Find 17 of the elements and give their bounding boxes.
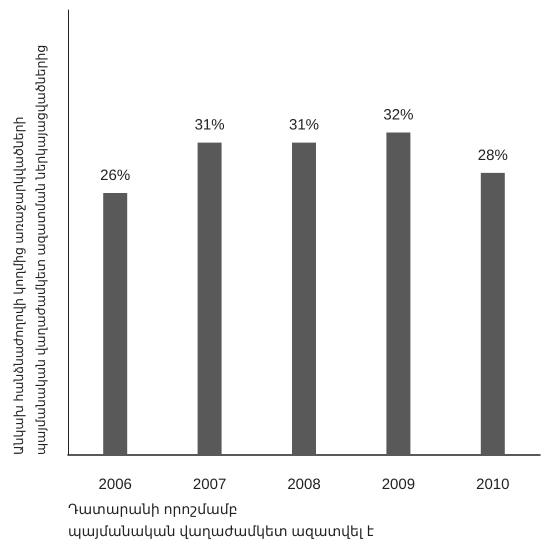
bar xyxy=(480,172,505,455)
data-label: 31% xyxy=(194,116,225,134)
data-label: 32% xyxy=(383,106,414,124)
x-tick-label: 2006 xyxy=(98,476,132,493)
bar xyxy=(292,142,316,455)
bar xyxy=(386,132,410,455)
x-tick-label: 2007 xyxy=(192,476,226,493)
data-label: 26% xyxy=(100,167,130,184)
data-label: 31% xyxy=(288,116,320,134)
data-label: 28% xyxy=(478,146,508,164)
x-axis-title: Դատարանի որոշմամբ պայմանական վաղաժամկետ ազատվել է xyxy=(68,501,374,539)
x-tick-label: 2010 xyxy=(476,476,510,493)
bar xyxy=(103,193,128,455)
x-tick-label: 2009 xyxy=(382,476,416,493)
bar xyxy=(198,142,222,455)
y-axis-title: Անկախ հանձնաժողովի կողմից առաջարկվածների պայմանական վաղաժամկետ ազատման ներկայացվածներից xyxy=(12,44,48,455)
x-tick-label: 2008 xyxy=(287,476,321,493)
